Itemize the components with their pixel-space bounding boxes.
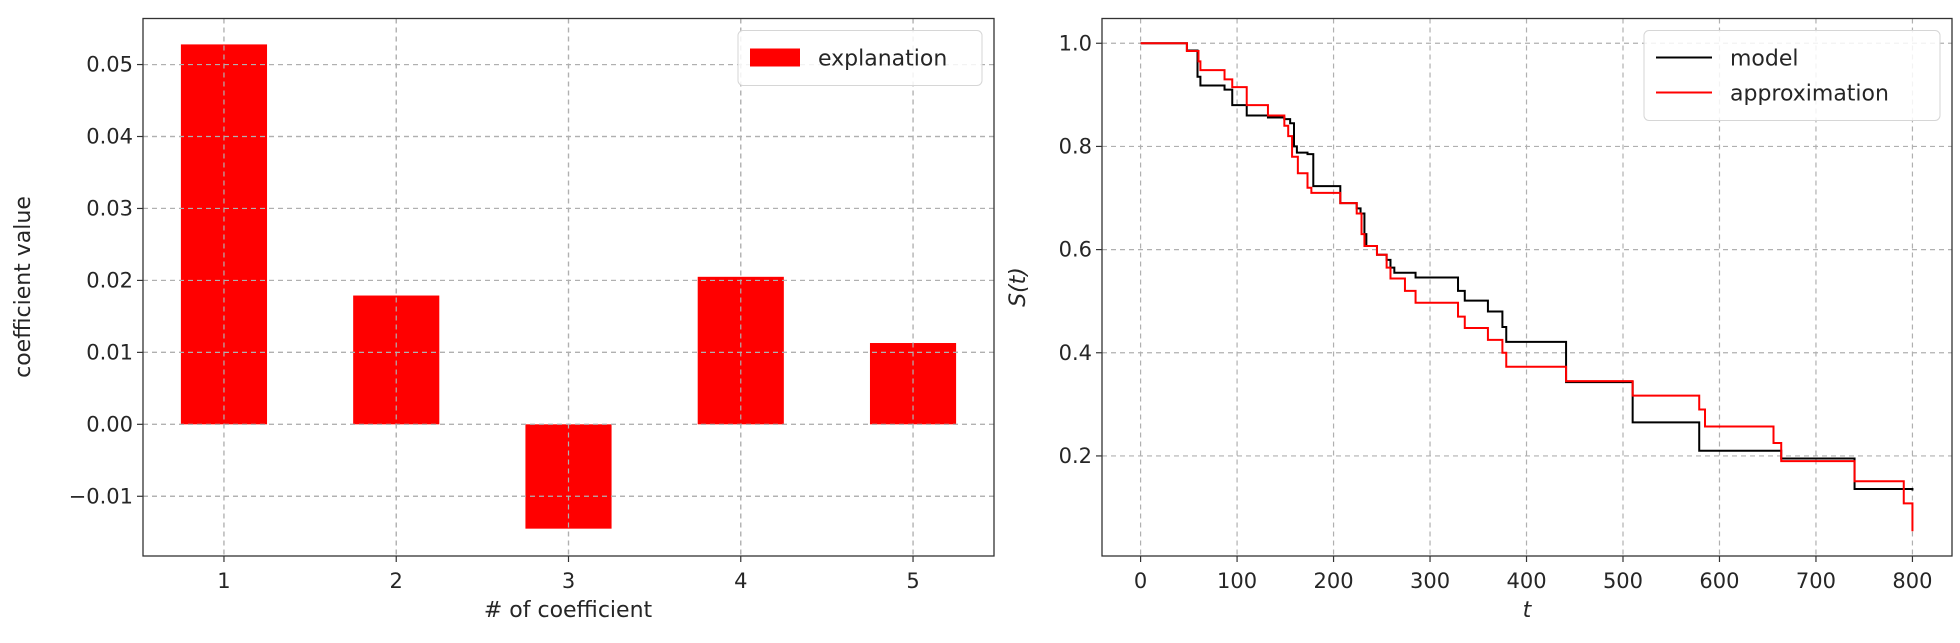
plot-area: [1140, 42, 1914, 532]
series-line-approximation: [1140, 42, 1914, 532]
x-tick-label: 1: [217, 569, 230, 593]
legend-label: approximation: [1730, 82, 1889, 107]
y-tick-label: 0.4: [1059, 341, 1092, 365]
x-tick-label: 700: [1796, 569, 1836, 593]
x-tick-label: 4: [734, 569, 747, 593]
grid: [1102, 18, 1952, 556]
legend: explanation: [737, 30, 983, 86]
y-axis-label: S(t): [1006, 267, 1031, 307]
y-tick-label: 0.02: [86, 268, 133, 292]
x-tick-label: 800: [1892, 569, 1932, 593]
y-tick-label: 1.0: [1059, 31, 1092, 55]
bar-2: [353, 295, 440, 425]
y-tick-label: 0.00: [86, 412, 133, 436]
x-tick-label: 300: [1410, 569, 1450, 593]
y-tick-label: 0.04: [86, 125, 133, 149]
y-tick-label: 0.6: [1059, 238, 1092, 262]
y-tick-label: 0.01: [86, 340, 133, 364]
legend-swatch: [750, 48, 800, 67]
legend-label: model: [1730, 47, 1799, 72]
y-tick-label: −0.01: [69, 484, 133, 508]
legend-box: [737, 30, 983, 86]
y-axis-label: coefficient value: [11, 196, 36, 378]
y-tick-label: 0.8: [1059, 134, 1092, 158]
bar-5: [869, 343, 957, 425]
x-tick-label: 5: [906, 569, 919, 593]
plot-area: [180, 44, 957, 529]
x-axis-label: t: [1523, 598, 1533, 623]
y-tick-label: 0.03: [86, 196, 133, 220]
x-tick-label: 2: [390, 569, 403, 593]
x-tick-label: 400: [1506, 569, 1546, 593]
x-tick-label: 200: [1314, 569, 1354, 593]
axes-frame: [1101, 17, 1953, 557]
coefficient-bar-chart: # of coefficient coefficient value 1 2 3 4 5…: [11, 17, 995, 623]
x-axis-label: # of coefficient: [484, 598, 653, 623]
x-tick-label: 100: [1217, 569, 1257, 593]
bar-3: [525, 424, 612, 529]
y-tick-label: 0.05: [86, 53, 133, 77]
legend-box: [1643, 30, 1941, 121]
legend-label: explanation: [818, 47, 947, 72]
grid: [143, 18, 994, 556]
legend: model approximation: [1643, 30, 1941, 121]
axes-frame: [142, 17, 995, 557]
y-tick-label: 0.2: [1059, 444, 1092, 468]
survival-step-chart: t S(t) 0 100 200 300 400 500 600 700 800 0.2 0.4 0.…: [1006, 17, 1953, 623]
x-tick-label: 600: [1699, 569, 1739, 593]
x-tick-label: 3: [562, 569, 575, 593]
x-tick-label: 500: [1603, 569, 1643, 593]
x-tick-label: 0: [1134, 569, 1147, 593]
